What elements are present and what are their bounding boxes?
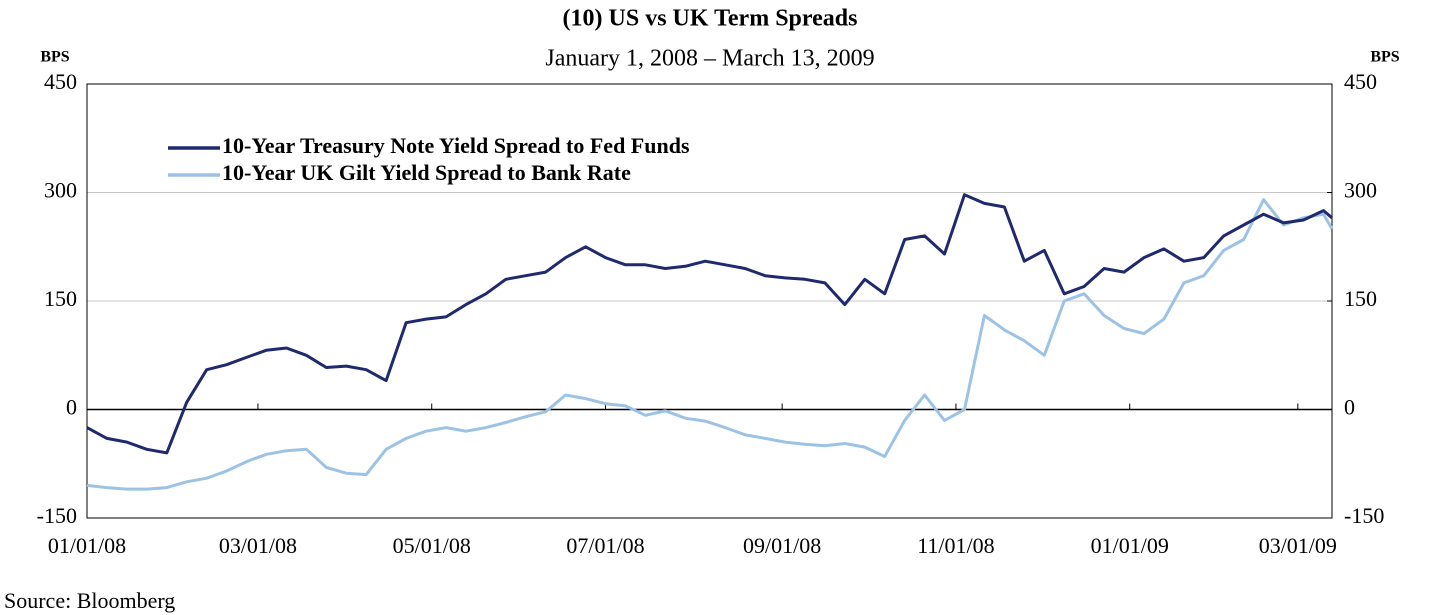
y-tick-label: 450 — [44, 69, 77, 94]
legend-label: 10-Year UK Gilt Yield Spread to Bank Rat… — [222, 160, 631, 185]
y-tick-label: -150 — [37, 503, 77, 528]
y-tick-label: 300 — [44, 178, 77, 203]
y-tick-label: 0 — [66, 395, 77, 420]
series-line — [86, 198, 1334, 491]
x-tick-label: 03/01/08 — [219, 533, 297, 558]
y-axis-label: BPS — [40, 49, 69, 66]
y2-tick-label: 0 — [1344, 395, 1355, 420]
y2-tick-label: 150 — [1344, 286, 1377, 311]
x-tick-label: 09/01/08 — [743, 533, 821, 558]
y2-tick-label: 450 — [1344, 69, 1377, 94]
y-tick-label: 150 — [44, 286, 77, 311]
y2-axis-label: BPS — [1370, 49, 1399, 66]
source-note: Source: Bloomberg — [4, 588, 175, 613]
x-tick-label: 07/01/08 — [566, 533, 644, 558]
series-line — [86, 193, 1333, 455]
x-tick-label: 03/01/09 — [1259, 533, 1337, 558]
x-tick-label: 05/01/08 — [393, 533, 471, 558]
plot-frame — [86, 83, 1333, 519]
chart-subtitle: January 1, 2008 – March 13, 2009 — [545, 46, 874, 72]
x-tick-label: 01/01/08 — [48, 533, 126, 558]
legend-label: 10-Year Treasury Note Yield Spread to Fe… — [222, 133, 690, 158]
y2-tick-label: -150 — [1344, 503, 1384, 528]
y2-tick-label: 300 — [1344, 178, 1377, 203]
x-tick-label: 01/01/09 — [1091, 533, 1169, 558]
x-tick-label: 11/01/08 — [917, 533, 994, 558]
chart-title: (10) US vs UK Term Spreads — [563, 6, 858, 32]
